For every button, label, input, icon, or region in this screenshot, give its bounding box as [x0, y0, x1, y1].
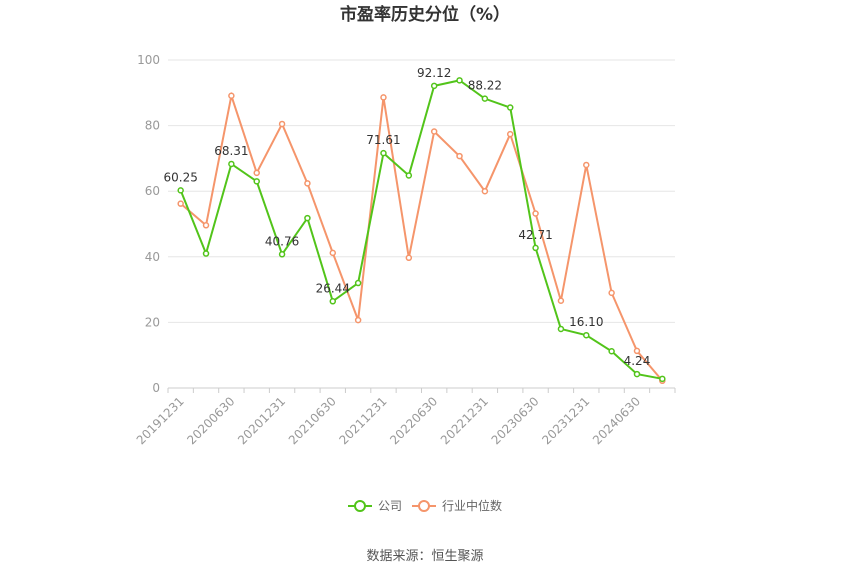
data-point — [506, 104, 514, 111]
data-label: 4.24 — [624, 354, 651, 368]
data-point — [380, 94, 387, 101]
x-tick-label: 20231231 — [539, 394, 592, 447]
data-point — [380, 149, 387, 157]
data-point — [456, 152, 463, 160]
data-point — [608, 348, 615, 355]
legend-item[interactable]: 行业中位数 — [412, 498, 502, 513]
data-labels: 60.25 68.31 40.76 26.44 71.61 92.12 88.22 42.71… — [163, 66, 650, 368]
data-label: 26.44 — [316, 281, 350, 295]
data-point — [304, 214, 311, 222]
data-label: 40.76 — [265, 234, 299, 248]
data-point — [354, 279, 362, 287]
data-point — [329, 249, 337, 257]
data-label: 71.61 — [366, 133, 400, 147]
grid — [168, 59, 675, 389]
x-tick-label: 20201231 — [235, 394, 288, 447]
data-point — [481, 187, 489, 195]
data-point — [532, 210, 539, 217]
data-point — [659, 375, 666, 383]
data-point — [481, 95, 489, 102]
data-point — [329, 298, 337, 305]
legend[interactable]: 公司 行业中位数 — [348, 498, 502, 513]
data-point — [278, 251, 286, 258]
data-point — [304, 180, 311, 187]
series-layer — [177, 77, 666, 385]
data-point — [557, 297, 565, 305]
data-point — [633, 347, 641, 355]
data-label: 88.22 — [468, 79, 502, 93]
data-point — [202, 250, 210, 257]
data-point — [532, 244, 539, 252]
data-point — [278, 120, 286, 128]
data-label: 60.25 — [163, 170, 197, 184]
data-point — [583, 331, 590, 339]
y-tick-label: 60 — [145, 184, 160, 198]
x-tick-label: 20230630 — [489, 394, 542, 447]
y-tick-label: 20 — [145, 315, 160, 329]
source-note: 数据来源：恒生聚源 — [366, 549, 483, 564]
legend-swatch-marker — [418, 500, 430, 512]
data-point — [354, 316, 362, 324]
data-point — [506, 130, 514, 138]
data-point — [583, 161, 590, 169]
y-tick-label: 80 — [145, 119, 160, 133]
x-tick-label: 20221231 — [438, 394, 491, 447]
data-point — [228, 160, 235, 168]
data-point — [633, 370, 641, 378]
legend-label: 公司 — [378, 499, 402, 513]
y-tick-label: 0 — [152, 381, 160, 395]
series-line — [180, 91, 664, 382]
data-label: 42.71 — [518, 228, 552, 242]
data-label: 16.10 — [569, 315, 603, 329]
data-point — [456, 77, 463, 84]
data-point — [557, 325, 565, 333]
x-tick-label: 20191231 — [134, 394, 187, 447]
x-tick-label: 20210630 — [286, 394, 339, 447]
data-point — [405, 254, 413, 262]
data-point — [202, 222, 210, 229]
data-point — [430, 128, 438, 135]
series-line — [179, 79, 663, 380]
chart-title: 市盈率历史分位（%） — [340, 4, 510, 25]
x-tick-label: 20240630 — [590, 394, 643, 447]
x-axis: 2019123120200630202012312021063020211231… — [134, 388, 676, 447]
x-tick-label: 20211231 — [337, 394, 390, 447]
x-tick-label: 20200630 — [184, 394, 237, 447]
data-point — [177, 187, 184, 194]
data-point — [177, 200, 184, 207]
y-tick-label: 100 — [137, 53, 160, 67]
y-axis: 0 20 40 60 80 100 — [137, 53, 160, 395]
data-label: 68.31 — [214, 144, 248, 158]
data-point — [405, 172, 413, 179]
legend-item[interactable]: 公司 — [348, 499, 402, 513]
data-point — [430, 82, 438, 90]
legend-label: 行业中位数 — [442, 498, 502, 513]
data-label: 92.12 — [417, 66, 451, 80]
x-tick-label: 20220630 — [387, 394, 440, 447]
data-point — [253, 169, 260, 177]
legend-swatch-marker — [354, 500, 366, 512]
data-point — [253, 178, 260, 185]
data-point — [608, 289, 615, 297]
y-tick-label: 40 — [145, 250, 160, 264]
data-point — [228, 92, 235, 100]
